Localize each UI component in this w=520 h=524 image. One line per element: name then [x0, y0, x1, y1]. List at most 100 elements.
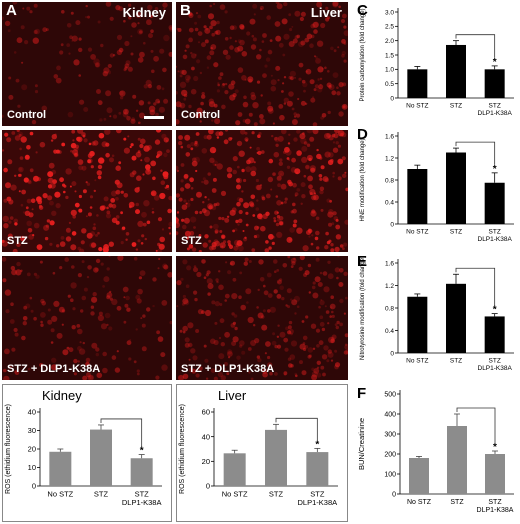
- row-label-control-liver: Control: [181, 109, 221, 121]
- y-tick-label: 0.8: [385, 305, 394, 312]
- y-axis-label: ROS (ethidium fluorescence): [5, 404, 12, 494]
- significance-bracket: [100, 418, 143, 447]
- x-tick-label: No STZ: [222, 490, 248, 499]
- bar: [446, 283, 466, 353]
- bar: [90, 429, 112, 486]
- bar: [407, 169, 428, 224]
- significance-marker: *: [493, 442, 497, 453]
- x-tick-label: No STZ: [406, 229, 428, 236]
- bar: [130, 458, 153, 486]
- significance-marker: *: [493, 305, 497, 316]
- x-tick-label: No STZ: [406, 103, 428, 110]
- x-tick-label: STZ: [450, 229, 462, 236]
- row-label-stz-liver: STZ: [181, 235, 202, 247]
- liver-title: Liver: [310, 5, 342, 20]
- bar: [49, 451, 72, 486]
- y-tick-label: 30: [28, 426, 36, 435]
- micrograph-kidney-control: Kidney Control: [2, 2, 172, 126]
- bar: [223, 453, 246, 486]
- significance-marker: *: [140, 446, 144, 457]
- x-tick-label: STZ DLP1-K38A: [478, 358, 513, 373]
- x-tick-label: STZ: [450, 358, 462, 365]
- y-tick-label: 2.0: [385, 38, 394, 45]
- x-tick-label: No STZ: [407, 499, 432, 506]
- y-tick-label: 0: [390, 95, 394, 102]
- bar: [484, 69, 505, 98]
- bar: [485, 454, 505, 494]
- significance-marker: *: [315, 439, 319, 450]
- significance-bracket: [275, 417, 318, 441]
- bar: [446, 44, 466, 98]
- bar: [484, 316, 505, 353]
- bar: [265, 429, 287, 486]
- y-tick-label: 1.6: [385, 260, 394, 267]
- y-tick-label: 0: [392, 491, 396, 498]
- y-tick-label: 0.5: [385, 81, 394, 88]
- y-tick-label: 300: [384, 431, 396, 438]
- chart-title: Kidney: [42, 388, 82, 403]
- chart-liver-ros: Liver 0 20 40 60 ROS (ethidium fluorescence) N…: [179, 388, 338, 508]
- significance-bracket: [455, 34, 496, 58]
- y-tick-label: 2.5: [385, 24, 394, 31]
- x-tick-label: STZ DLP1-K38A: [478, 103, 513, 118]
- micrograph-liver-control: Liver Control: [176, 2, 348, 126]
- micrograph-texture: [176, 2, 348, 126]
- panel-letter-b: B: [180, 2, 191, 19]
- y-tick-label: 0.4: [385, 199, 394, 206]
- significance-marker: *: [493, 57, 497, 68]
- y-axis-label: BUN/Creatinine: [357, 418, 366, 470]
- y-tick-label: 20: [28, 445, 36, 454]
- significance-marker: *: [493, 164, 497, 175]
- y-tick-label: 100: [384, 471, 396, 478]
- micrograph-kidney-stz: STZ: [2, 130, 172, 252]
- x-tick-label: STZ: [94, 490, 109, 499]
- y-tick-label: 40: [28, 408, 36, 417]
- row-label-stz-dlp1-liver: STZ + DLP1-K38A: [181, 363, 275, 375]
- micrograph-texture: [2, 2, 172, 126]
- y-tick-label: 1.5: [385, 52, 394, 59]
- y-tick-label: 1.6: [385, 133, 394, 140]
- micrograph-liver-stz: STZ: [176, 130, 348, 252]
- chart-title: Liver: [218, 388, 247, 403]
- micrograph-kidney-stz-dlp1: STZ + DLP1-K38A: [2, 256, 172, 380]
- y-tick-label: 3.0: [385, 9, 394, 16]
- chart-bun-creatinine: 0 100 200 300 400 500 BUN/Creatinine No STZ STZ S…: [357, 390, 514, 514]
- bar: [306, 452, 329, 486]
- y-tick-label: 400: [384, 411, 396, 418]
- significance-bracket: [455, 267, 496, 306]
- micrograph-texture: [2, 130, 172, 252]
- x-tick-label: STZ DLP1-K38A: [122, 490, 162, 508]
- liver-chart-frame: [176, 384, 348, 522]
- y-axis-label: ROS (ethidium fluorescence): [179, 404, 186, 494]
- micrograph-texture: [176, 130, 348, 252]
- row-label-stz-dlp1-kidney: STZ + DLP1-K38A: [7, 363, 101, 375]
- y-axis-label: Nitrotyrosine modification (fold change): [360, 256, 366, 360]
- chart-hne-modification: 0 0.4 0.8 1.2 1.6 HNE modification (fold chan…: [360, 132, 514, 243]
- chart-nitrotyrosine-modification: 0 0.4 0.8 1.2 1.6 Nitrotyrosine modification …: [360, 256, 514, 373]
- x-tick-label: STZ DLP1-K38A: [298, 490, 338, 508]
- y-tick-label: 0.4: [385, 328, 394, 335]
- panel-letter-d: D: [357, 126, 368, 143]
- bar: [447, 426, 467, 494]
- bar: [446, 152, 466, 224]
- y-tick-label: 0: [206, 482, 210, 491]
- bar: [409, 458, 429, 494]
- y-tick-label: 40: [202, 432, 210, 441]
- panel-letter-f: F: [357, 385, 367, 402]
- micrograph-texture: [176, 256, 348, 380]
- panel-letter-c: C: [357, 2, 368, 19]
- kidney-title: Kidney: [122, 5, 166, 20]
- bar: [407, 296, 428, 353]
- y-tick-label: 0: [390, 221, 394, 228]
- micrograph-liver-stz-dlp1: STZ + DLP1-K38A: [176, 256, 348, 380]
- panel-letter-e: E: [357, 253, 368, 270]
- y-axis-label: Protein carbonylation (fold change): [360, 8, 366, 101]
- chart-protein-carbonylation: 0 0.5 1.0 1.5 2.0 2.5 3.0 Protein carbonylation…: [360, 8, 514, 118]
- x-tick-label: No STZ: [47, 490, 73, 499]
- x-tick-label: STZ: [450, 499, 464, 506]
- panel-letter-a: A: [6, 2, 17, 19]
- y-tick-label: 60: [202, 408, 210, 417]
- significance-bracket: [456, 407, 496, 443]
- y-axis-label: HNE modification (fold change): [360, 138, 366, 221]
- y-tick-label: 200: [384, 451, 396, 458]
